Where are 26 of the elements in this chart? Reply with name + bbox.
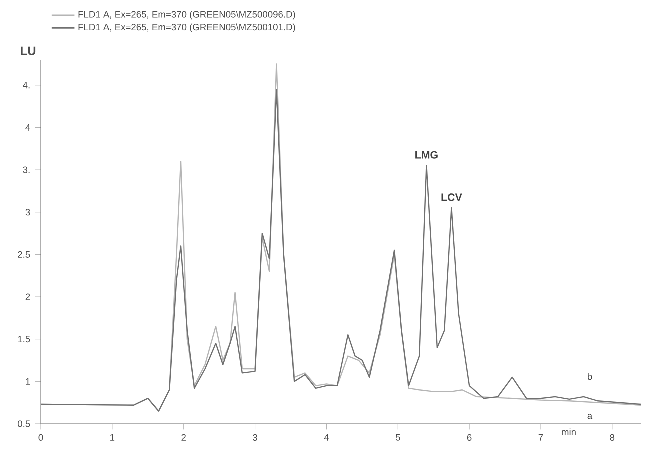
x-tick-label: 5	[396, 434, 400, 441]
annotation: b	[588, 373, 592, 380]
x-tick-label: 2	[182, 434, 186, 441]
y-tick-label: 2	[26, 294, 30, 300]
y-tick-label: 3.	[23, 166, 30, 174]
legend-label: FLD1 A, Ex=265, Em=370 (GREEN05\MZ500096.D)	[78, 11, 296, 20]
annotation: LMG	[416, 151, 438, 159]
y-tick-label: 1	[26, 378, 30, 385]
annotation: LCV	[442, 194, 462, 202]
x-tick-label: 4	[324, 434, 330, 441]
x-tick-label: 8	[610, 434, 615, 441]
x-tick-label: 1	[110, 434, 115, 441]
y-axis-title: LU	[21, 46, 36, 56]
y-tick-label: 0.5	[18, 420, 30, 428]
annotation: a	[588, 414, 593, 420]
y-tick-label: 4	[26, 124, 30, 131]
legend-label: FLD1 A, Ex=265, Em=370 (GREEN05\MZ500101.D)	[78, 24, 296, 32]
y-tick-label: 1.5	[18, 336, 30, 343]
y-tick-label: 4.	[23, 82, 30, 89]
x-tick-label: 6	[467, 434, 472, 441]
x-tick-label: 0	[38, 434, 44, 441]
x-axis-title: min	[562, 428, 576, 436]
x-tick-label: 7	[538, 434, 544, 441]
x-tick-label: 3	[253, 434, 258, 441]
y-tick-label: 2.5	[18, 251, 30, 258]
y-tick-label: 3	[26, 209, 30, 216]
